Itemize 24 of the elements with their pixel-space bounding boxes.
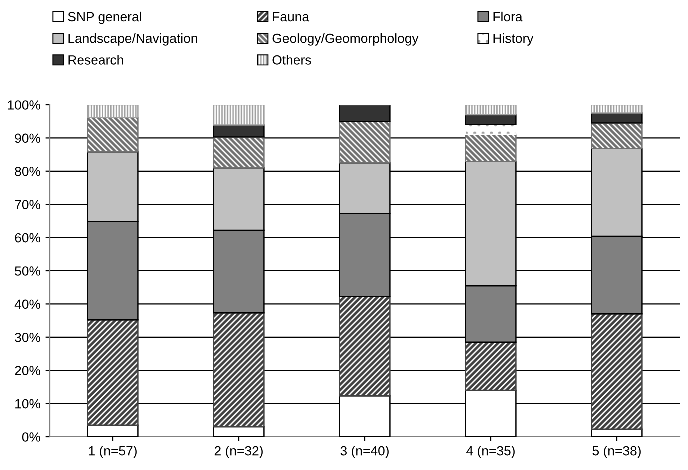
y-tick-label: 40% <box>14 300 41 310</box>
y-tick-label: 80% <box>15 166 41 176</box>
x-tick-label: 4 (n=35) <box>466 446 515 458</box>
y-tick-label: 0% <box>22 432 41 442</box>
y-tick-label: 100% <box>8 100 41 110</box>
legend-label: Fauna <box>273 12 310 22</box>
y-tick-label: 60% <box>15 233 41 243</box>
legend-label: Flora <box>494 12 523 22</box>
legend-label: Others <box>272 55 312 65</box>
legend-label: Geology/Geomorphology <box>272 34 419 46</box>
legend-label: History <box>494 34 534 46</box>
y-tick-label: 70% <box>15 200 41 210</box>
x-tick-label: 5 (n=38) <box>592 446 641 458</box>
legend-label: Research <box>68 55 124 65</box>
y-tick-label: 20% <box>15 366 41 376</box>
x-tick-label: 3 (n=40) <box>340 446 389 458</box>
y-tick-label: 50% <box>15 266 41 276</box>
x-tick-label: 1 (n=57) <box>89 446 137 458</box>
legend-label: SNP general <box>68 12 142 24</box>
legend-label: Landscape/Navigation <box>68 34 198 46</box>
y-tick-label: 10% <box>16 399 41 409</box>
y-tick-label: 30% <box>15 332 41 342</box>
y-tick-label: 90% <box>15 134 41 144</box>
x-tick-label: 2 (n=32) <box>214 446 263 458</box>
